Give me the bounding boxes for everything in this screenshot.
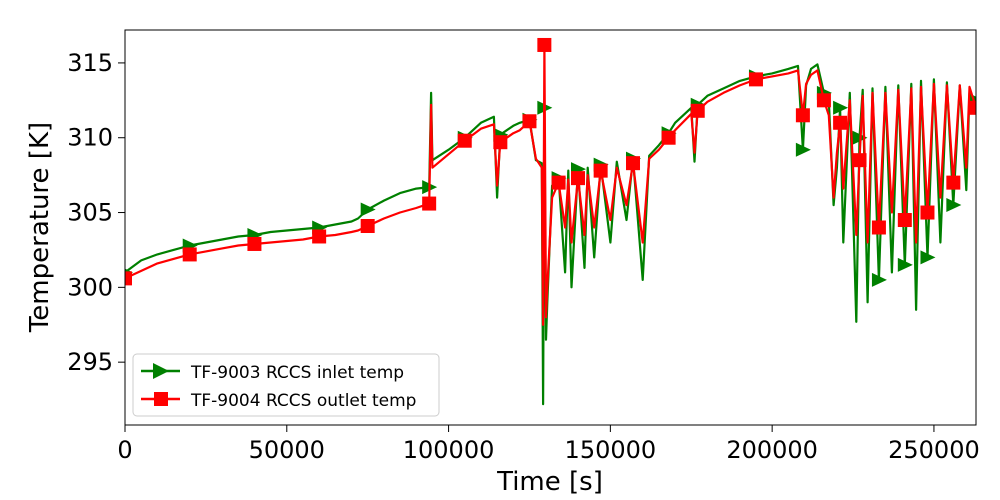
- x-axis: 0 50000 100000 150000 200000 250000: [117, 425, 980, 464]
- y-axis: 295 300 305 310 315: [67, 49, 125, 376]
- data-point: [360, 202, 376, 217]
- data-point: [852, 153, 867, 168]
- legend-triangle-icon: [153, 363, 169, 379]
- data-point: [457, 133, 472, 148]
- data-point: [661, 130, 676, 145]
- y-tick-label: 315: [67, 49, 113, 77]
- data-point: [537, 37, 552, 52]
- series-layer: [125, 37, 976, 406]
- data-point: [920, 250, 936, 265]
- legend-label-outlet: TF-9004 RCCS outlet temp: [190, 391, 416, 411]
- data-point: [833, 115, 848, 130]
- y-tick-label: 300: [67, 273, 113, 301]
- data-point: [795, 108, 810, 123]
- data-point: [969, 100, 976, 115]
- data-point: [125, 271, 132, 286]
- data-point: [795, 142, 811, 157]
- x-tick-label: 150000: [565, 436, 657, 464]
- x-tick-label: 50000: [249, 436, 325, 464]
- data-point: [626, 156, 641, 171]
- x-tick-label: 0: [117, 436, 132, 464]
- data-point: [871, 272, 887, 287]
- data-point: [571, 171, 586, 186]
- y-axis-title: Temperature [K]: [25, 122, 55, 333]
- data-point: [493, 135, 508, 150]
- data-point: [182, 247, 197, 262]
- data-point: [593, 163, 608, 178]
- data-point: [247, 236, 262, 251]
- data-point: [522, 114, 537, 129]
- data-point: [816, 93, 831, 108]
- x-tick-label: 200000: [726, 436, 818, 464]
- data-point: [871, 220, 886, 235]
- data-point: [946, 175, 961, 190]
- data-point: [690, 103, 705, 118]
- legend-square-icon: [154, 392, 168, 406]
- data-point: [551, 175, 566, 190]
- plot-frame: [124, 29, 977, 426]
- legend-box: [132, 353, 440, 417]
- legend-item-inlet: TF-9003 RCCS inlet temp: [141, 363, 404, 383]
- x-axis-title: Time [s]: [496, 467, 603, 497]
- data-point: [833, 100, 849, 115]
- series-line: [125, 43, 976, 326]
- y-tick-label: 295: [67, 348, 113, 376]
- x-tick-label: 100000: [403, 436, 495, 464]
- legend-label-inlet: TF-9003 RCCS inlet temp: [190, 363, 404, 383]
- data-point: [360, 219, 375, 234]
- x-tick-label: 250000: [888, 436, 980, 464]
- data-point: [897, 213, 912, 228]
- legend-item-outlet: TF-9004 RCCS outlet temp: [141, 391, 416, 411]
- y-tick-label: 305: [67, 199, 113, 227]
- legend: TF-9003 RCCS inlet temp TF-9004 RCCS out…: [132, 353, 440, 417]
- data-point: [920, 205, 935, 220]
- series-outlet: [125, 37, 976, 326]
- data-point: [748, 72, 763, 87]
- y-tick-label: 310: [67, 124, 113, 152]
- data-point: [946, 198, 962, 213]
- data-point: [422, 196, 437, 211]
- data-point: [897, 257, 913, 272]
- data-point: [312, 229, 327, 244]
